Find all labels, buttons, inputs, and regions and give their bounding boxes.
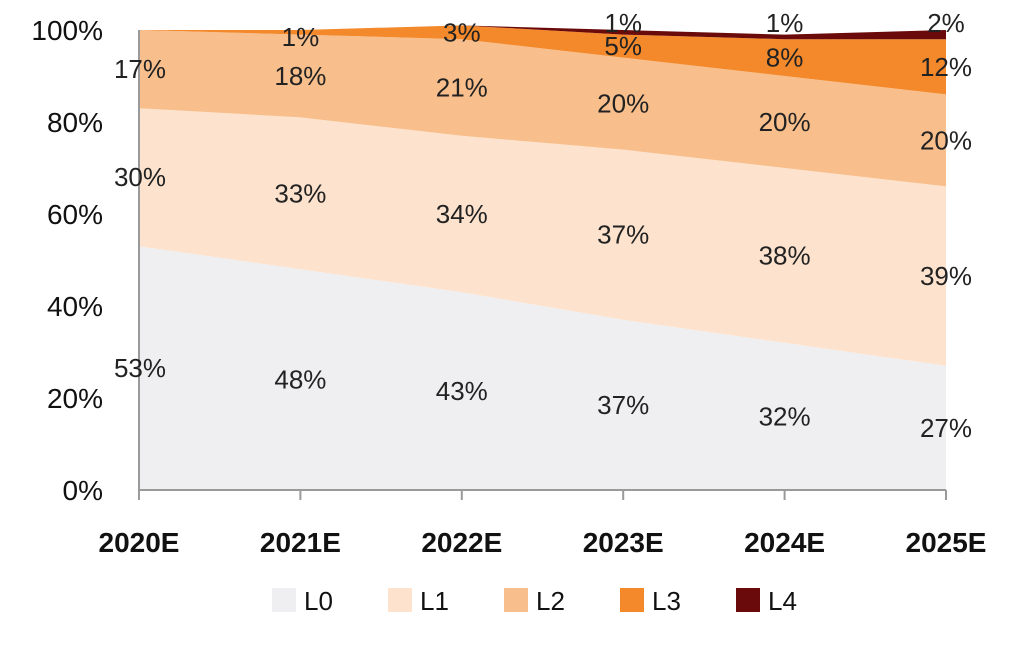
data-label-l0: 37% [597,390,649,420]
area-l0 [139,246,946,490]
data-label-l4: 2% [927,8,965,38]
data-label-l0: 48% [274,365,326,395]
data-label-l2: 20% [759,107,811,137]
x-axis-tick-labels: 2020E 2021E 2022E 2023E 2024E 2025E [99,527,987,558]
data-label-l1: 38% [759,240,811,270]
area-layers [139,25,946,490]
x-tick-label: 2025E [906,527,987,558]
axes [138,30,947,500]
legend-swatch-l4 [736,588,760,612]
x-tick-label: 2024E [744,527,825,558]
area-l3 [139,25,946,95]
y-axis-tick-labels: 0% 20% 40% 60% 80% 100% [31,15,103,506]
legend-label-l3: L3 [652,586,681,616]
data-label-l0: 43% [436,376,488,406]
data-label-l2: 20% [920,125,972,155]
x-tick-label: 2021E [260,527,341,558]
data-label-l3: 12% [920,52,972,82]
data-label-l1: 33% [274,178,326,208]
data-labels: 53% 48% 43% 37% 32% 27% 30% 33% 34% 37% 38% 39% 17% 1… [114,8,972,443]
y-tick-label: 60% [47,199,103,230]
y-tick-label: 80% [47,107,103,138]
data-label-l1: 34% [436,199,488,229]
data-label-l3: 8% [766,43,804,73]
legend-label-l0: L0 [304,586,333,616]
y-tick-label: 40% [47,291,103,322]
data-label-l2: 17% [114,54,166,84]
y-tick-label: 100% [31,15,103,46]
legend-label-l1: L1 [420,586,449,616]
data-label-l1: 30% [114,162,166,192]
area-l1 [139,108,946,366]
legend-swatch-l0 [272,588,296,612]
data-label-l3: 1% [282,22,320,52]
area-l2 [139,30,946,187]
data-label-l4: 1% [604,8,642,38]
legend-label-l2: L2 [536,586,565,616]
data-label-l0: 53% [114,353,166,383]
data-label-l3: 5% [604,31,642,61]
data-label-l1: 37% [597,220,649,250]
data-label-l0: 27% [920,413,972,443]
x-tick-label: 2023E [583,527,664,558]
y-tick-label: 20% [47,383,103,414]
area-l4 [139,25,946,40]
data-label-l2: 18% [274,61,326,91]
data-label-l2: 21% [436,73,488,103]
legend-swatch-l2 [504,588,528,612]
data-label-l1: 39% [920,261,972,291]
data-label-l0: 32% [759,401,811,431]
legend-label-l4: L4 [768,586,797,616]
data-label-l3: 3% [443,17,481,47]
legend-swatch-l3 [620,588,644,612]
legend-swatch-l1 [388,588,412,612]
y-tick-label: 0% [63,475,103,506]
data-label-l4: 1% [766,8,804,38]
x-tick-label: 2020E [99,527,180,558]
data-label-l2: 20% [597,89,649,119]
x-tick-label: 2022E [421,527,502,558]
legend: L0 L1 L2 L3 L4 [272,586,797,616]
